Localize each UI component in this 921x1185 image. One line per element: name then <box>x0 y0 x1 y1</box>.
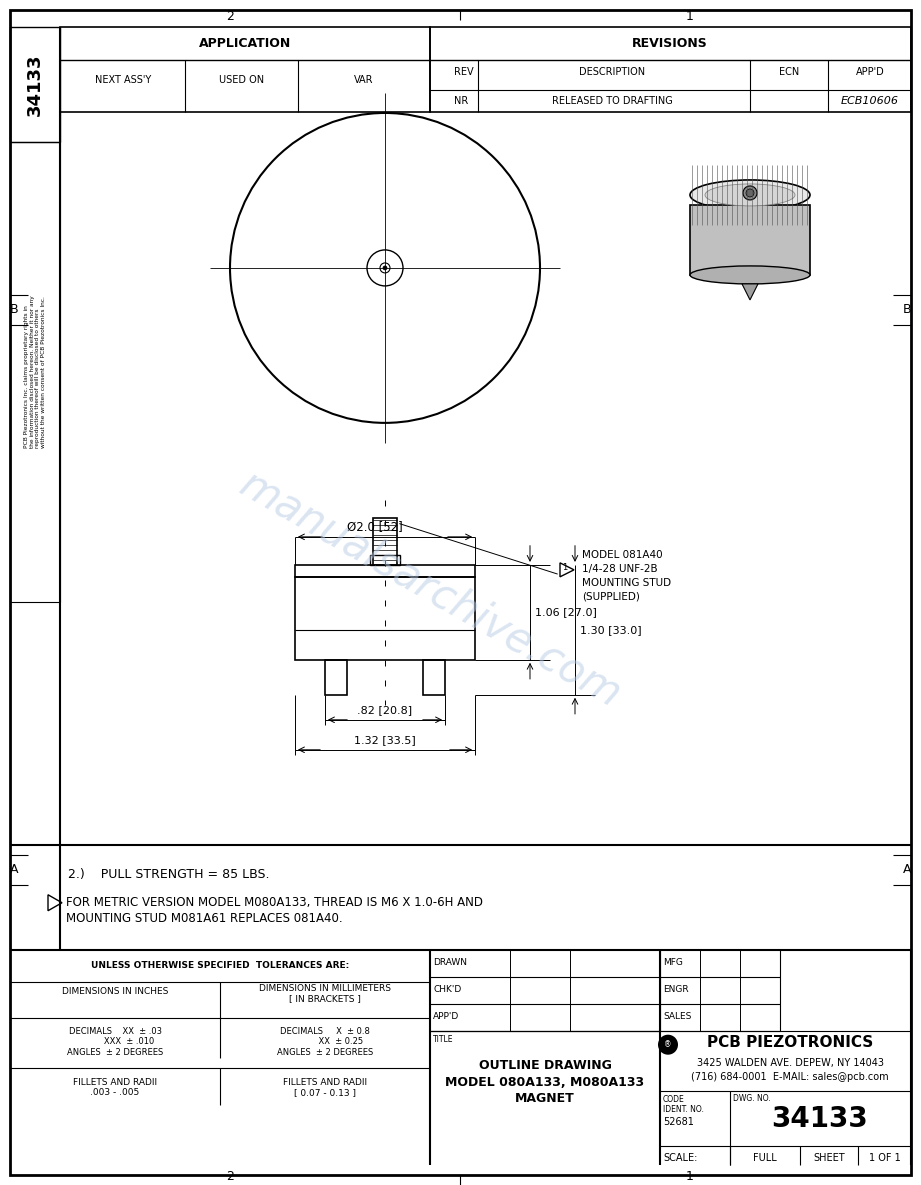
Text: B: B <box>903 303 911 316</box>
Text: MOUNTING STUD M081A61 REPLACES 081A40.: MOUNTING STUD M081A61 REPLACES 081A40. <box>66 912 343 925</box>
Text: FOR METRIC VERSION MODEL M080A133, THREAD IS M6 X 1.0-6H AND: FOR METRIC VERSION MODEL M080A133, THREA… <box>66 896 483 909</box>
Text: DRAWN: DRAWN <box>433 959 467 967</box>
Text: MAGNET: MAGNET <box>515 1093 575 1106</box>
Text: CODE: CODE <box>663 1095 684 1103</box>
Ellipse shape <box>690 180 810 210</box>
Text: APP'D: APP'D <box>856 68 884 77</box>
Text: .82 [20.8]: .82 [20.8] <box>357 705 413 715</box>
Text: DESCRIPTION: DESCRIPTION <box>579 68 645 77</box>
Text: A: A <box>903 863 911 876</box>
Text: DWG. NO.: DWG. NO. <box>733 1094 771 1103</box>
Text: ECB10606: ECB10606 <box>841 96 899 105</box>
Text: 1: 1 <box>686 11 694 24</box>
Text: DECIMALS     X  ± 0.8
            XX  ± 0.25
ANGLES  ± 2 DEGREES: DECIMALS X ± 0.8 XX ± 0.25 ANGLES ± 2 DE… <box>277 1026 373 1057</box>
Text: REV: REV <box>454 68 473 77</box>
Text: (SUPPLIED): (SUPPLIED) <box>582 591 640 602</box>
Circle shape <box>743 186 757 200</box>
Text: manualsarchive.com: manualsarchive.com <box>232 463 628 717</box>
Bar <box>10 27 60 142</box>
Text: TITLE: TITLE <box>433 1035 453 1044</box>
Text: USED ON: USED ON <box>219 75 264 85</box>
Circle shape <box>746 188 754 197</box>
Text: 1.30 [33.0]: 1.30 [33.0] <box>580 624 642 635</box>
Text: 52681: 52681 <box>663 1116 694 1127</box>
Ellipse shape <box>690 265 810 284</box>
Text: Ø2.0 [52]: Ø2.0 [52] <box>347 520 402 533</box>
Text: MOUNTING STUD: MOUNTING STUD <box>582 578 671 588</box>
Text: 34133: 34133 <box>26 53 44 116</box>
Text: 1/4-28 UNF-2B: 1/4-28 UNF-2B <box>582 564 658 574</box>
Text: APP'D: APP'D <box>433 1012 460 1021</box>
Text: APPLICATION: APPLICATION <box>199 38 291 51</box>
Text: 1: 1 <box>686 1170 694 1183</box>
Text: SCALE:: SCALE: <box>663 1153 697 1162</box>
Text: SHEET: SHEET <box>813 1153 845 1162</box>
Text: NR: NR <box>454 96 468 105</box>
Text: FULL: FULL <box>753 1153 777 1162</box>
Bar <box>60 27 430 111</box>
Text: 2: 2 <box>226 11 234 24</box>
Text: MODEL 080A133, M080A133: MODEL 080A133, M080A133 <box>446 1076 645 1089</box>
Bar <box>373 518 397 565</box>
Text: FILLETS AND RADII
[ 0.07 - 0.13 ]: FILLETS AND RADII [ 0.07 - 0.13 ] <box>283 1078 367 1097</box>
Text: 1.06 [27.0]: 1.06 [27.0] <box>535 607 597 617</box>
Text: FILLETS AND RADII
.003 - .005: FILLETS AND RADII .003 - .005 <box>73 1078 157 1097</box>
Bar <box>370 555 400 565</box>
Text: 1 OF 1: 1 OF 1 <box>869 1153 901 1162</box>
Text: MFG: MFG <box>663 959 682 967</box>
Text: REVISIONS: REVISIONS <box>632 38 708 51</box>
Text: ENGR: ENGR <box>663 985 689 994</box>
Text: DECIMALS    XX  ± .03
           XXX  ± .010
ANGLES  ± 2 DEGREES: DECIMALS XX ± .03 XXX ± .010 ANGLES ± 2 … <box>67 1026 163 1057</box>
Bar <box>10 142 60 602</box>
Bar <box>325 660 347 694</box>
Text: PCB Piezotronics Inc. claims proprietary rights in
the information disclosed her: PCB Piezotronics Inc. claims proprietary… <box>24 295 46 448</box>
Text: 1: 1 <box>563 563 567 572</box>
Text: A: A <box>10 863 18 876</box>
Text: 34133: 34133 <box>772 1104 869 1133</box>
Bar <box>430 27 911 111</box>
Text: OUTLINE DRAWING: OUTLINE DRAWING <box>479 1059 612 1072</box>
Text: DIMENSIONS IN MILLIMETERS
[ IN BRACKETS ]: DIMENSIONS IN MILLIMETERS [ IN BRACKETS … <box>259 984 391 1004</box>
Text: SALES: SALES <box>663 1012 692 1021</box>
Text: DIMENSIONS IN INCHES: DIMENSIONS IN INCHES <box>62 987 169 997</box>
Bar <box>295 565 475 577</box>
Text: NEXT ASS'Y: NEXT ASS'Y <box>95 75 151 85</box>
Text: 2: 2 <box>226 1170 234 1183</box>
Text: B: B <box>10 303 18 316</box>
Circle shape <box>658 1035 678 1055</box>
Text: CHK'D: CHK'D <box>433 985 461 994</box>
Text: IDENT. NO.: IDENT. NO. <box>663 1104 704 1114</box>
Polygon shape <box>742 284 758 300</box>
Text: 2.)    PULL STRENGTH = 85 LBS.: 2.) PULL STRENGTH = 85 LBS. <box>68 869 270 882</box>
Text: MODEL 081A40: MODEL 081A40 <box>582 550 662 559</box>
FancyBboxPatch shape <box>690 205 810 275</box>
Circle shape <box>383 265 387 270</box>
Text: 1.32 [33.5]: 1.32 [33.5] <box>355 735 416 745</box>
Text: PCB PIEZOTRONICS: PCB PIEZOTRONICS <box>707 1036 873 1050</box>
Text: ECN: ECN <box>779 68 799 77</box>
Bar <box>295 577 475 660</box>
Text: UNLESS OTHERWISE SPECIFIED  TOLERANCES ARE:: UNLESS OTHERWISE SPECIFIED TOLERANCES AR… <box>91 961 349 971</box>
Text: (716) 684-0001  E-MAIL: sales@pcb.com: (716) 684-0001 E-MAIL: sales@pcb.com <box>691 1071 889 1082</box>
Text: RELEASED TO DRAFTING: RELEASED TO DRAFTING <box>552 96 672 105</box>
Text: ®: ® <box>664 1040 671 1049</box>
Text: VAR: VAR <box>355 75 374 85</box>
Ellipse shape <box>705 184 795 206</box>
Text: 3425 WALDEN AVE. DEPEW, NY 14043: 3425 WALDEN AVE. DEPEW, NY 14043 <box>696 1058 883 1068</box>
Bar <box>423 660 445 694</box>
